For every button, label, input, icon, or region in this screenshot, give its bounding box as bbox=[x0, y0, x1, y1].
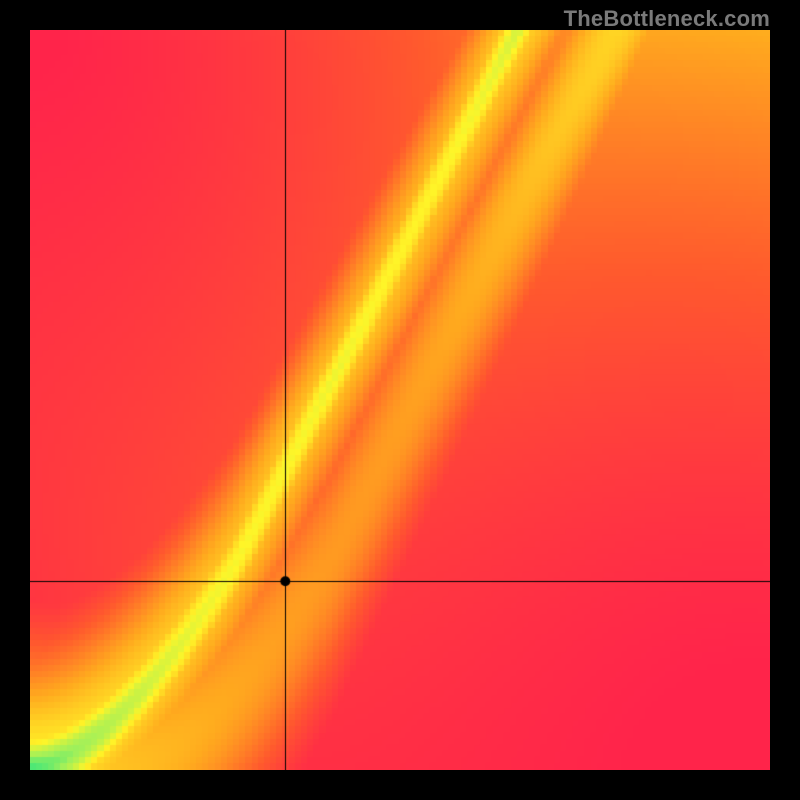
watermark-text: TheBottleneck.com bbox=[564, 6, 770, 32]
crosshair-overlay bbox=[30, 30, 770, 770]
chart-container: { "watermark": { "text": "TheBottleneck.… bbox=[0, 0, 800, 800]
